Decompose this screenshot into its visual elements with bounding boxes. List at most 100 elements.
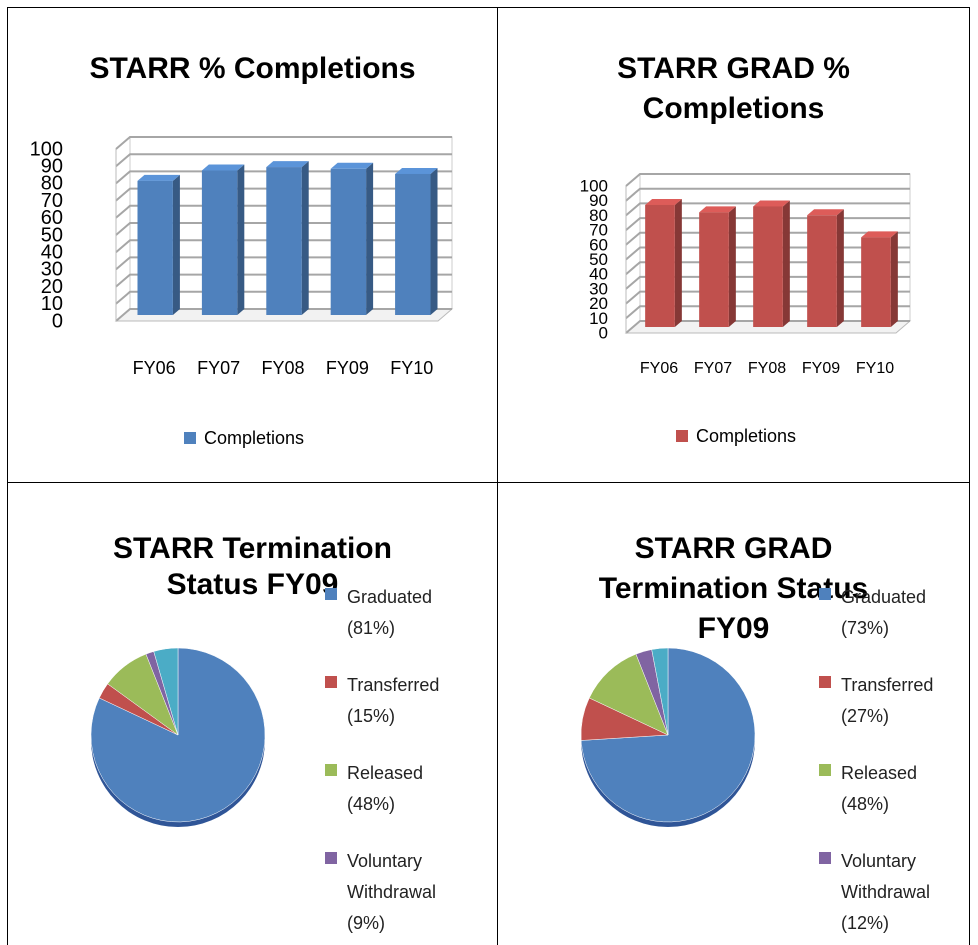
y-tick-label: 80: [589, 206, 608, 225]
border: [969, 7, 970, 945]
legend: Graduated (81%) Transferred (15%) Released…: [325, 582, 465, 945]
legend-item: Graduated (73%): [819, 582, 959, 644]
chart-panel: STARR Termination Status FY09 Graduated (…: [8, 483, 497, 945]
bar-side: [430, 167, 438, 315]
bar-top: [266, 161, 309, 168]
bar-side: [836, 209, 844, 327]
bar-top: [753, 200, 790, 207]
legend-item: Voluntary Withdrawal (12%): [819, 846, 959, 939]
bar-top: [861, 231, 898, 238]
bar: [753, 206, 783, 327]
x-tick-label: FY07: [694, 360, 732, 377]
legend-swatch: [819, 764, 831, 776]
legend-label: Voluntary Withdrawal (12%): [841, 851, 931, 933]
y-tick-label: 50: [589, 250, 608, 269]
bar-side: [172, 174, 180, 315]
legend-label: Transferred (15%): [347, 675, 440, 726]
x-tick-label: FY09: [802, 360, 840, 377]
border: [7, 7, 8, 945]
x-tick-label: FY09: [326, 358, 369, 378]
bar-side: [301, 161, 309, 315]
legend-swatch: [184, 432, 196, 444]
legend-swatch: [325, 588, 337, 600]
grid-line: [115, 153, 452, 167]
x-tick-label: FY08: [261, 358, 304, 378]
bar: [330, 168, 367, 315]
bar-side: [728, 206, 736, 327]
x-tick-label: FY10: [856, 360, 894, 377]
y-tick-label: 70: [589, 221, 608, 240]
chart-panel: STARR GRAD Termination Status FY09 Gradua…: [498, 483, 969, 945]
legend-label: Graduated (81%): [347, 587, 433, 638]
legend-item: Transferred (27%): [819, 670, 959, 732]
legend-label: Released (48%): [347, 763, 424, 814]
legend-item: Released (48%): [325, 758, 465, 820]
pie-slice: [90, 647, 266, 823]
bar-top: [395, 167, 438, 174]
legend-label: Released (48%): [841, 763, 918, 814]
legend-swatch: [325, 852, 337, 864]
x-tick-label: FY10: [390, 358, 433, 378]
y-tick-label: 30: [589, 279, 608, 298]
pie-slice: [651, 647, 669, 736]
y-tick-label: 50: [41, 224, 63, 246]
bar-side: [674, 198, 682, 327]
legend-swatch: [325, 764, 337, 776]
y-tick-label: 10: [589, 309, 608, 328]
chart-title: STARR GRAD % Completions: [617, 52, 850, 125]
bar-top: [201, 164, 245, 171]
bar: [699, 212, 729, 327]
legend-item: Voluntary Withdrawal (9%): [325, 846, 465, 939]
y-tick-label: 70: [41, 190, 63, 212]
y-tick-label: 90: [41, 155, 63, 177]
legend-item: Graduated (81%): [325, 582, 465, 644]
bar-top: [137, 174, 180, 181]
y-tick-label: 40: [41, 241, 63, 263]
bar-top: [807, 209, 844, 216]
y-tick-label: 60: [41, 207, 63, 229]
bar-side: [366, 162, 374, 315]
y-tick-label: 100: [30, 138, 63, 160]
y-tick-label: 90: [589, 191, 608, 210]
legend-label: Voluntary Withdrawal (9%): [347, 851, 437, 933]
legend-label: Completions: [204, 428, 304, 448]
y-tick-label: 0: [599, 323, 608, 342]
legend-swatch: [819, 676, 831, 688]
border: [7, 7, 970, 8]
grid-line: [115, 136, 452, 150]
y-tick-label: 30: [41, 259, 63, 281]
chart-title: STARR % Completions: [89, 52, 416, 85]
bar-top: [699, 206, 736, 213]
bar: [395, 173, 431, 315]
chart: [90, 647, 266, 827]
y-tick-label: 80: [41, 173, 63, 195]
y-tick-label: 60: [589, 235, 608, 254]
border: [7, 482, 970, 483]
y-tick-label: 0: [52, 310, 63, 332]
bar-top: [645, 198, 682, 205]
legend-item: Released (48%): [819, 758, 959, 820]
chart-panel: 0 10 20 30 40 50 60 70 80 90 100 FY06 FY07 FY08 FY09 FY…: [498, 8, 969, 482]
y-tick-label: 100: [580, 176, 608, 195]
bar-side: [782, 200, 790, 327]
pie-slice: [153, 647, 179, 736]
x-tick-label: FY07: [197, 358, 240, 378]
bar: [137, 180, 173, 315]
x-tick-label: FY08: [748, 360, 786, 377]
y-tick-label: 10: [41, 293, 63, 315]
legend-swatch: [819, 852, 831, 864]
bar: [201, 170, 238, 315]
border: [497, 7, 498, 945]
legend-swatch: [325, 676, 337, 688]
chart: [580, 647, 756, 827]
chart-title: STARR Termination Status FY09: [113, 532, 392, 601]
bar: [807, 215, 837, 327]
y-tick-label: 20: [589, 294, 608, 313]
y-tick-label: 40: [589, 265, 608, 284]
grid-line: [625, 173, 910, 187]
chart-panel: 0 10 20 30 40 50 60 70 80 90 100 FY06 FY07 FY08 FY09 FY…: [8, 8, 497, 482]
bar-side: [237, 164, 245, 315]
legend: Graduated (73%) Transferred (27%) Released…: [819, 582, 959, 945]
